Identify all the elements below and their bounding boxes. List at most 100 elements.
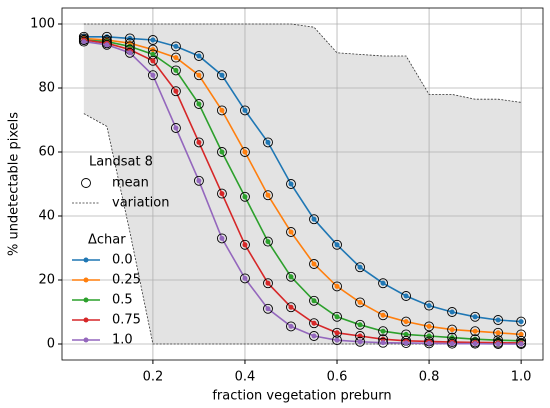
series-marker — [127, 50, 133, 56]
mean-marker — [240, 105, 250, 116]
mean-marker — [170, 86, 181, 97]
x-tick-label: 0.4 — [235, 370, 256, 385]
series-marker — [219, 72, 225, 78]
x-tick-label: 1.0 — [511, 370, 532, 385]
mean-marker — [193, 137, 204, 148]
series-marker — [150, 72, 156, 78]
mean-marker — [309, 214, 319, 225]
series-marker — [173, 125, 179, 131]
mean-marker — [263, 137, 273, 148]
legend-label: variation — [112, 196, 169, 211]
x-tick-label: 0.6 — [327, 370, 348, 385]
series-marker — [219, 191, 225, 197]
series-marker — [150, 37, 156, 43]
series-marker — [219, 149, 225, 155]
mean-marker — [193, 51, 204, 61]
series-marker — [81, 39, 87, 45]
mean-marker — [332, 311, 342, 322]
series-marker — [403, 340, 409, 346]
series-marker — [219, 107, 225, 113]
y-tick-label: 0 — [47, 337, 55, 352]
series-marker — [173, 43, 179, 49]
series-marker — [472, 341, 478, 347]
legend-marker — [83, 277, 89, 283]
series-marker — [380, 280, 386, 286]
mean-marker — [216, 70, 227, 81]
mean-marker — [216, 188, 227, 199]
y-tick-label: 60 — [38, 145, 55, 160]
series-marker — [495, 330, 501, 336]
series-line — [83, 35, 522, 323]
series-marker — [495, 341, 501, 347]
mean-marker — [332, 239, 342, 250]
mean-marker — [309, 259, 319, 269]
mean-marker — [378, 337, 389, 348]
series-marker — [472, 314, 478, 320]
series-marker — [311, 216, 317, 222]
mean-marker — [263, 303, 273, 314]
mean-marker — [78, 36, 89, 47]
mean-marker — [240, 273, 250, 284]
mean-marker — [424, 321, 435, 332]
mean-marker — [193, 70, 204, 81]
series-marker — [242, 107, 248, 113]
series-marker — [403, 331, 409, 337]
series-marker — [196, 101, 202, 107]
series-marker — [311, 261, 317, 267]
series-marker — [518, 331, 524, 337]
series-marker — [288, 274, 294, 280]
plot-frame — [61, 7, 544, 361]
legend-marker — [83, 337, 89, 343]
legend-mean-marker — [81, 178, 91, 188]
mean-marker — [263, 190, 273, 201]
mean-marker — [470, 311, 481, 322]
series-line — [83, 40, 522, 345]
series-marker — [173, 55, 179, 61]
mean-marker — [493, 315, 504, 325]
mean-marker — [447, 307, 458, 317]
mean-marker — [424, 300, 435, 311]
mean-marker — [309, 331, 319, 341]
mean-marker — [516, 316, 527, 327]
series-marker — [242, 242, 248, 248]
mean-marker — [493, 339, 504, 349]
series-marker — [173, 88, 179, 94]
series-marker — [380, 340, 386, 346]
series-marker — [472, 328, 478, 334]
mean-marker — [240, 239, 250, 250]
series-marker — [449, 327, 455, 333]
series-marker — [265, 192, 271, 198]
mean-marker — [101, 39, 112, 50]
mean-marker — [286, 271, 296, 282]
series-marker — [196, 72, 202, 78]
legend-label: 0.25 — [112, 273, 141, 288]
series-marker — [196, 178, 202, 184]
series-marker — [495, 317, 501, 323]
legend-label: 1.0 — [112, 333, 133, 348]
variation-band — [83, 24, 522, 344]
series-marker — [380, 328, 386, 334]
legend-marker — [83, 317, 89, 323]
y-axis-label: % undetectable pixels — [7, 112, 22, 256]
mean-marker — [286, 179, 296, 189]
mean-marker — [193, 175, 204, 186]
legend-label: 0.0 — [112, 253, 133, 268]
legend-title: Landsat 8 — [89, 155, 153, 170]
mean-marker — [332, 281, 342, 292]
series-marker — [196, 139, 202, 145]
y-tick-label: 100 — [30, 17, 55, 32]
mean-marker — [216, 147, 227, 157]
series-marker — [150, 51, 156, 57]
series-marker — [357, 322, 363, 328]
mean-marker — [378, 278, 389, 289]
series-marker — [288, 229, 294, 235]
series-marker — [403, 293, 409, 299]
mean-marker — [216, 233, 227, 244]
mean-marker — [216, 105, 227, 116]
mean-marker — [355, 297, 365, 308]
mean-marker — [378, 326, 389, 337]
mean-marker — [147, 70, 158, 81]
mean-marker — [240, 147, 250, 157]
mean-marker — [493, 327, 504, 338]
